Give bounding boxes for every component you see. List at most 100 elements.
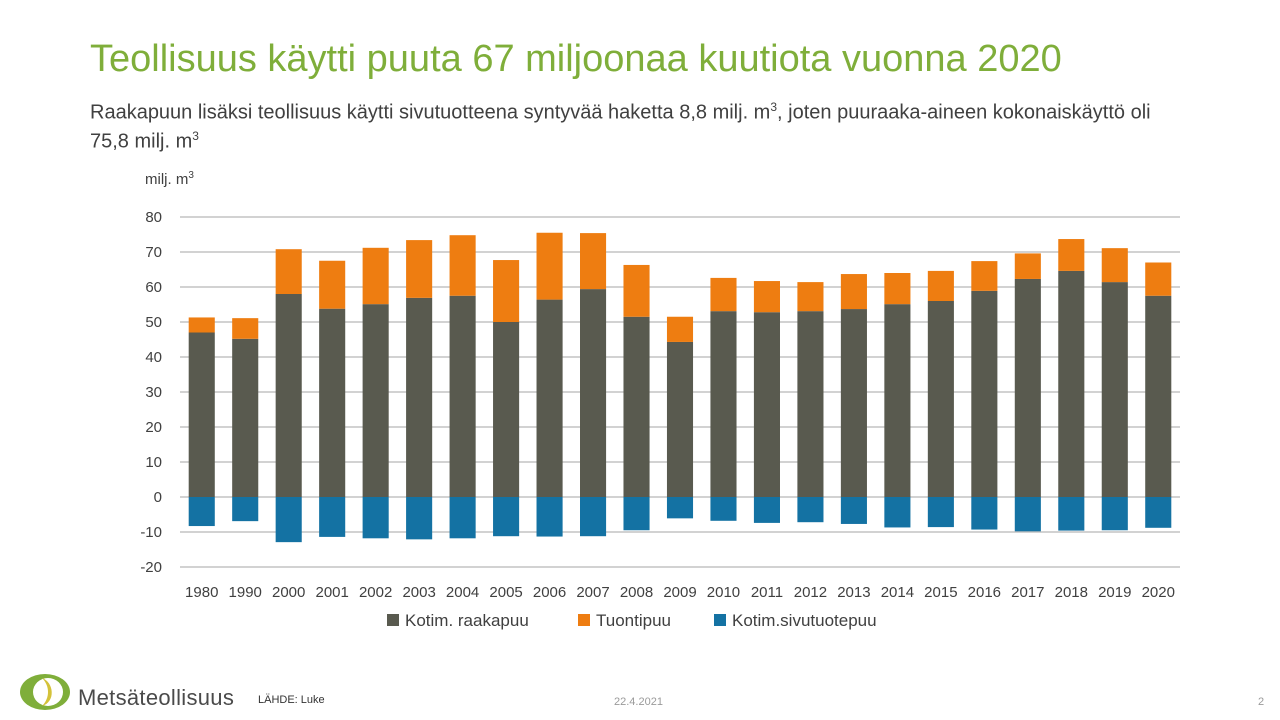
bar-tuontipuu-2003: [406, 240, 433, 298]
bar-sivutuotepuu-1990: [232, 497, 259, 522]
bar-raakapuu-2000: [275, 294, 302, 497]
bar-raakapuu-2013: [840, 309, 867, 497]
bar-sivutuotepuu-2000: [275, 497, 302, 543]
x-tick-labels: 1980 1990 2000 2001 2002 2003 2004 2005 2006 2007…: [185, 584, 1175, 601]
bar-raakapuu-1980: [188, 332, 215, 497]
bar-tuontipuu-2017: [1014, 253, 1041, 279]
bar-sivutuotepuu-2009: [666, 497, 694, 519]
x-tick-label: 2014: [881, 584, 914, 601]
legend-swatch: [714, 614, 726, 626]
bar-raakapuu-2019: [1101, 282, 1128, 497]
bar-raakapuu-2004: [449, 295, 476, 497]
bar-sivutuotepuu-1980: [188, 497, 215, 527]
bar-tuontipuu-2004: [449, 235, 476, 296]
bar-sivutuotepuu-2010: [710, 497, 737, 521]
bar-raakapuu-2008: [623, 316, 650, 497]
bar-tuontipuu-2012: [797, 282, 824, 312]
x-tick-label: 2010: [707, 584, 740, 601]
bar-tuontipuu-2006: [536, 232, 563, 300]
x-tick-label: 1980: [185, 584, 218, 601]
bar-raakapuu-2006: [536, 299, 563, 497]
bar-raakapuu-2017: [1014, 278, 1041, 497]
x-tick-label: 2011: [751, 584, 783, 601]
x-tick-label: 2020: [1142, 584, 1175, 601]
bar-sivutuotepuu-2017: [1014, 497, 1041, 532]
bar-sivutuotepuu-2014: [884, 497, 911, 528]
bar-tuontipuu-2000: [275, 249, 302, 294]
bar-sivutuotepuu-2012: [797, 497, 824, 523]
bar-sivutuotepuu-2005: [493, 497, 520, 537]
subtitle-sup-2: 3: [192, 128, 199, 143]
x-tick-label: 2016: [968, 584, 1001, 601]
legend-swatch: [387, 614, 399, 626]
legend-label: Kotim. raakapuu: [405, 611, 529, 630]
x-tick-label: 2015: [924, 584, 957, 601]
x-tick-label: 2012: [794, 584, 827, 601]
y-tick-label: 40: [145, 349, 162, 366]
bar-sivutuotepuu-2006: [536, 497, 563, 537]
bar-sivutuotepuu-2003: [406, 497, 433, 540]
bar-sivutuotepuu-2019: [1101, 497, 1128, 531]
bar-raakapuu-2002: [362, 304, 389, 497]
slide-date: 22.4.2021: [614, 696, 663, 708]
x-tick-label: 1990: [229, 584, 262, 601]
y-tick-label: 50: [145, 314, 162, 331]
bar-raakapuu-2009: [666, 341, 694, 497]
bar-tuontipuu-2008: [623, 264, 650, 317]
x-tick-label: 2004: [446, 584, 479, 601]
bar-tuontipuu-2005: [493, 260, 520, 322]
brand-name: Metsäteollisuus: [78, 685, 235, 710]
y-tick-label: 10: [145, 454, 162, 471]
bar-tuontipuu-2019: [1101, 248, 1128, 283]
bar-sivutuotepuu-2016: [971, 497, 998, 530]
bar-raakapuu-1990: [232, 338, 259, 497]
y-tick-label: 30: [145, 384, 162, 401]
x-tick-label: 2000: [272, 584, 305, 601]
bar-tuontipuu-2018: [1058, 239, 1085, 271]
y-tick-label: 0: [154, 489, 162, 506]
legend-swatch: [578, 614, 590, 626]
bar-tuontipuu-2007: [580, 233, 607, 290]
subtitle-text-1: Raakapuun lisäksi teollisuus käytti sivu…: [90, 101, 771, 124]
y-tick-label: 60: [145, 279, 162, 296]
stacked-bar-chart: -20 -10 0 10 20 30 40 50 60 70 80 1980 1990 2000 2001…: [140, 170, 1180, 630]
bar-sivutuotepuu-2001: [319, 497, 346, 537]
x-tick-label: 2017: [1011, 584, 1044, 601]
x-tick-label: 2002: [359, 584, 392, 601]
bar-tuontipuu-2016: [971, 261, 998, 291]
source-note: LÄHDE: Luke: [258, 694, 325, 706]
bar-raakapuu-2016: [971, 290, 998, 497]
bar-sivutuotepuu-2004: [449, 497, 476, 539]
bar-sivutuotepuu-2020: [1145, 497, 1172, 528]
x-tick-label: 2019: [1098, 584, 1131, 601]
bar-tuontipuu-1990: [232, 318, 259, 339]
bar-raakapuu-2007: [580, 289, 607, 497]
bar-tuontipuu-2015: [927, 270, 954, 301]
bar-raakapuu-2005: [493, 322, 520, 497]
bar-tuontipuu-2010: [710, 277, 737, 312]
page-number: 2: [1258, 696, 1265, 708]
bar-raakapuu-2012: [797, 311, 824, 497]
x-tick-label: 2009: [663, 584, 696, 601]
legend-label: Kotim.sivutuotepuu: [732, 611, 877, 630]
metsateollisuus-logo-icon: [20, 674, 70, 710]
y-tick-label: 20: [145, 419, 162, 436]
bar-raakapuu-2018: [1058, 270, 1085, 497]
bar-sivutuotepuu-2018: [1058, 497, 1085, 531]
bar-tuontipuu-2014: [884, 273, 911, 305]
x-tick-label: 2003: [402, 584, 435, 601]
bar-raakapuu-2015: [927, 301, 954, 497]
x-tick-label: 2006: [533, 584, 566, 601]
x-tick-label: 2018: [1055, 584, 1088, 601]
page-subtitle: Raakapuun lisäksi teollisuus käytti sivu…: [90, 96, 1170, 153]
y-tick-label: -20: [140, 559, 162, 576]
y-tick-label: 70: [145, 244, 162, 261]
bar-tuontipuu-2013: [840, 274, 867, 310]
bar-sivutuotepuu-2013: [840, 497, 867, 524]
subtitle-text-2: , joten puuraaka-aineen kokonaiskäyttö o…: [90, 101, 1151, 153]
bar-tuontipuu-2001: [319, 260, 346, 309]
bar-sivutuotepuu-2011: [753, 497, 780, 523]
bar-raakapuu-2014: [884, 304, 911, 497]
bar-tuontipuu-2009: [666, 316, 694, 342]
x-tick-label: 2008: [620, 584, 653, 601]
